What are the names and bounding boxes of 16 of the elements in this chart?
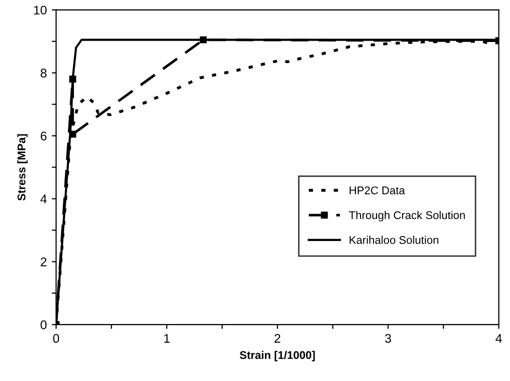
y-tick-label: 10: [34, 6, 47, 15]
x-tick-label: 2: [274, 334, 280, 343]
y-axis-title: Stress [MPa]: [17, 134, 28, 201]
x-tick-label: 3: [385, 334, 392, 343]
x-tick-label: 4: [496, 334, 502, 343]
y-tick-label: 2: [40, 257, 46, 266]
y-tick-label: 0: [40, 320, 47, 330]
x-axis-title: Strain [1/1000]: [240, 350, 315, 362]
legend-label: HP2C Data: [350, 186, 405, 194]
legend-label: Through Crack Solution: [349, 210, 465, 222]
y-tick-label: 8: [40, 68, 47, 78]
y-tick-label: 6: [40, 132, 47, 140]
x-tick-label: 0: [53, 334, 60, 343]
x-tick-label: 1: [164, 334, 170, 343]
legend-label: Karihaloo Solution: [350, 236, 438, 244]
y-tick-label: 4: [40, 194, 47, 204]
